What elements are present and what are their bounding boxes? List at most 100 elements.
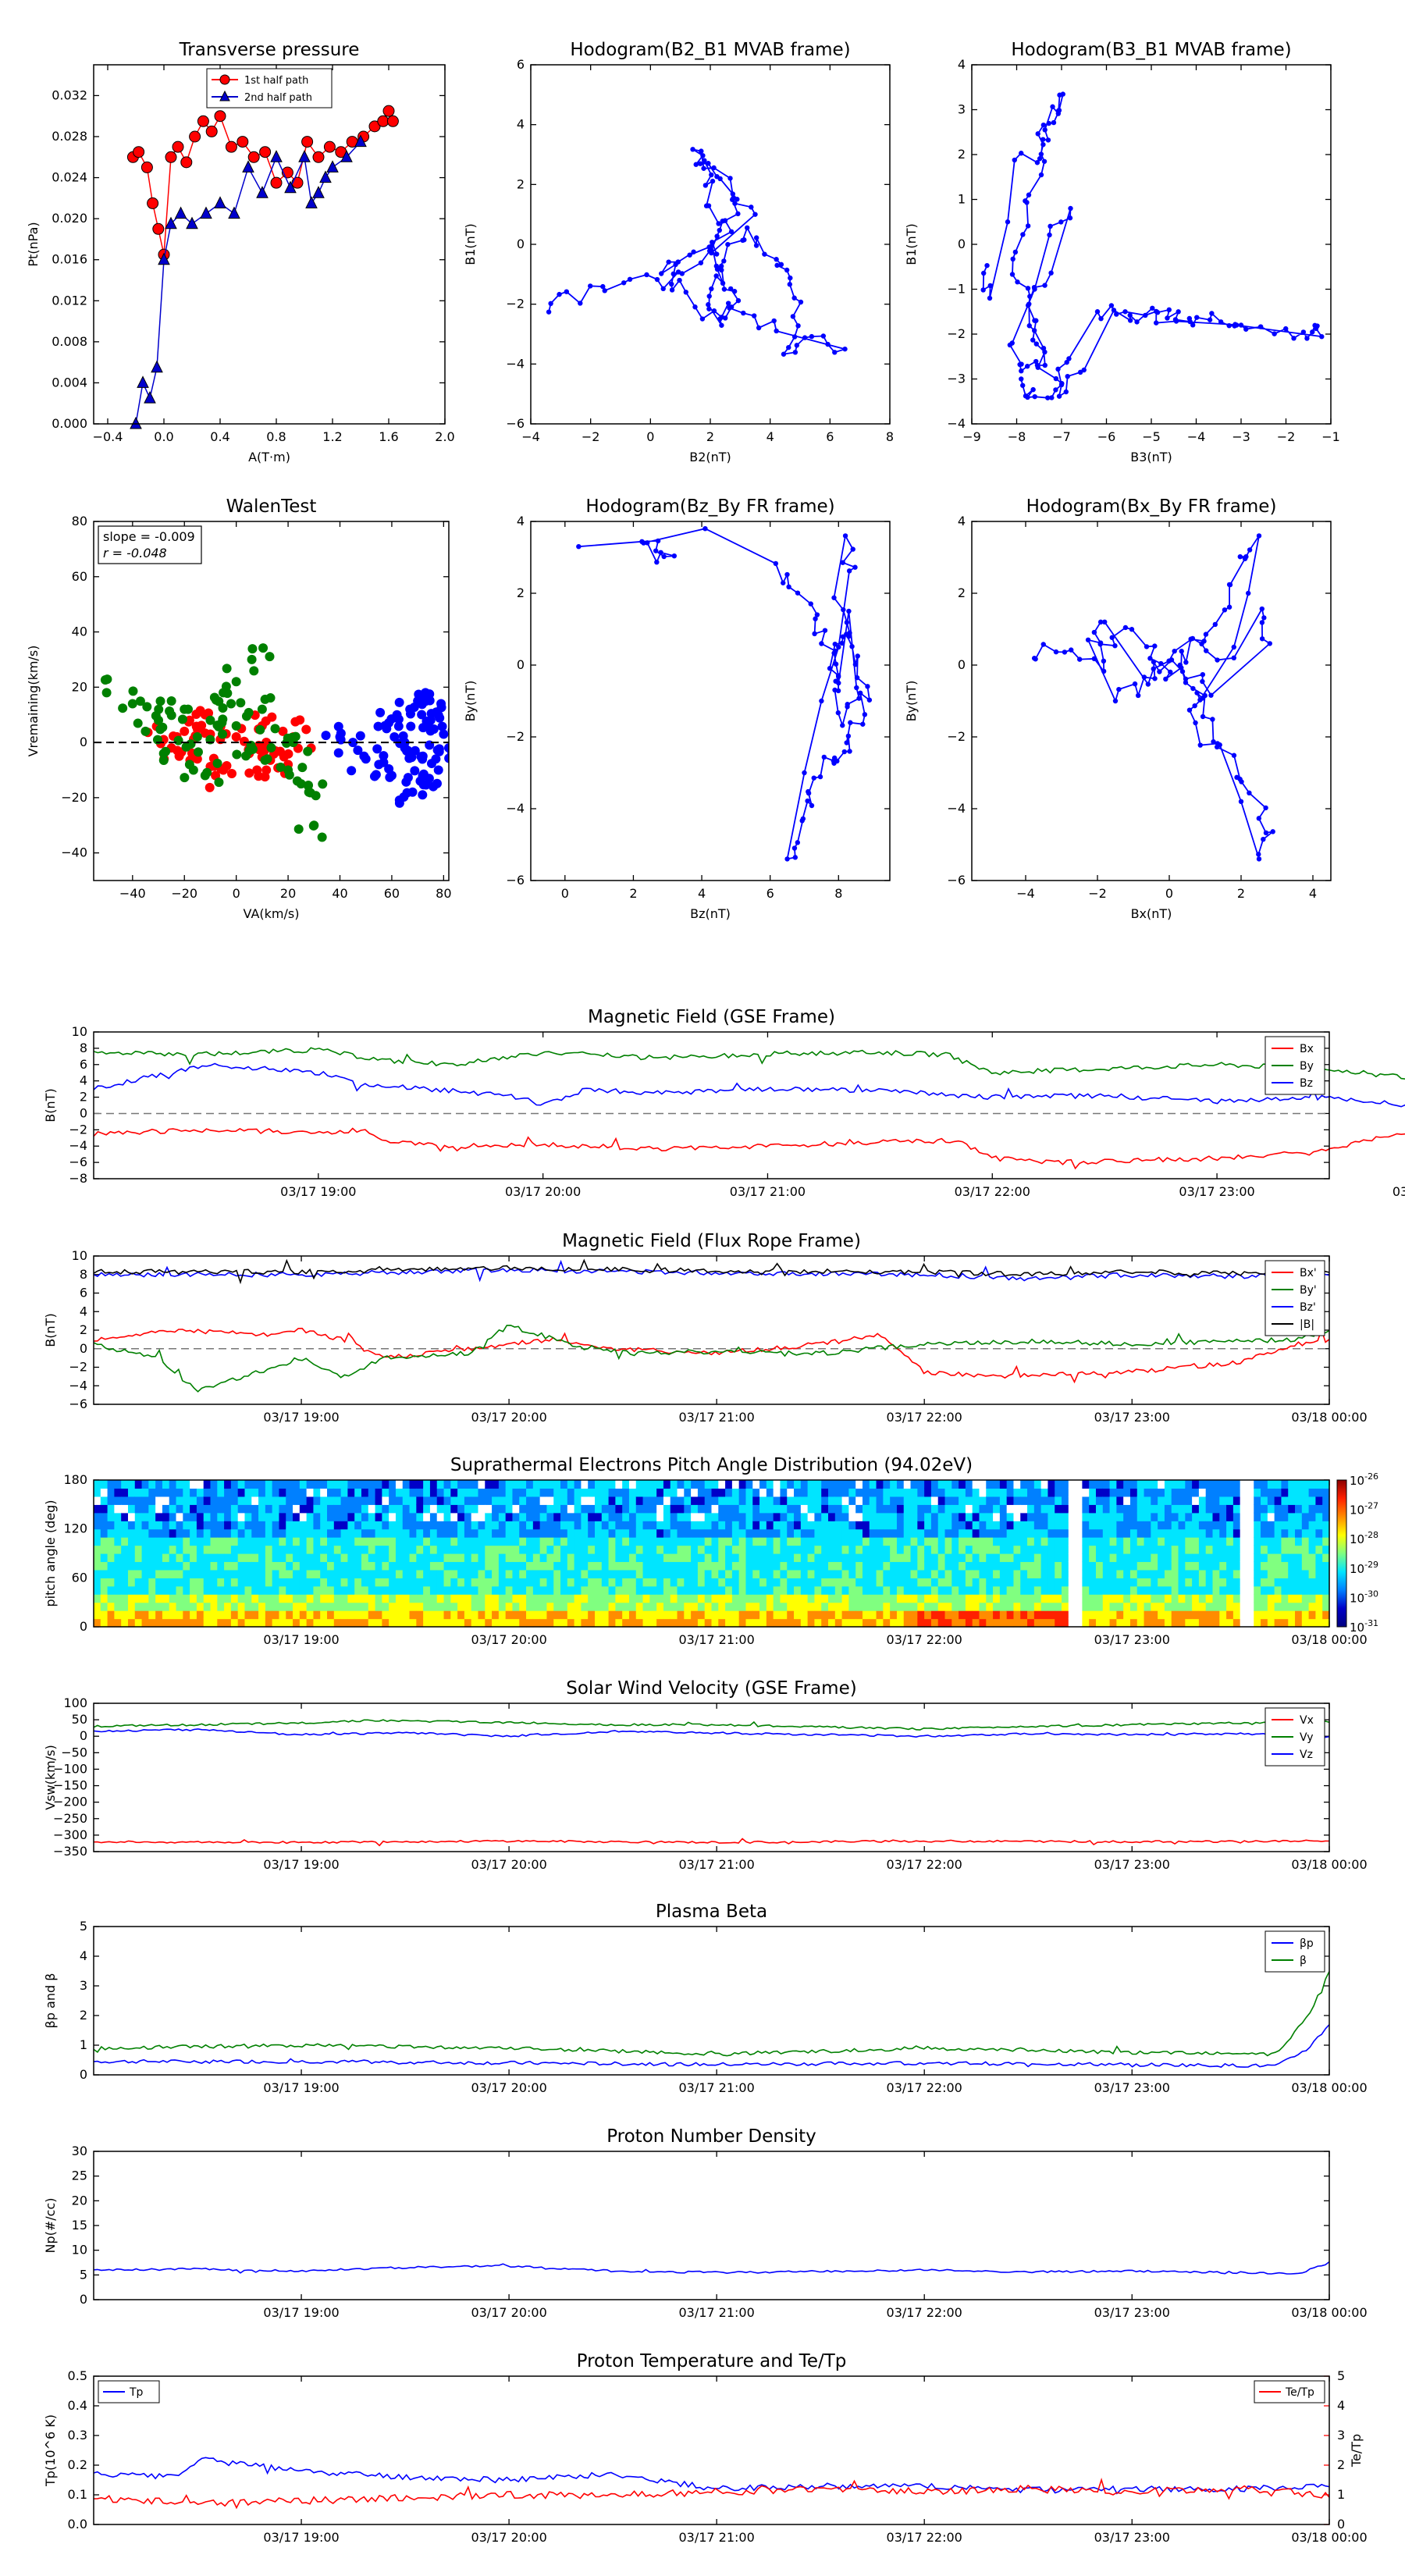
heatmap-cell (993, 1561, 1001, 1571)
heatmap-cell (389, 1553, 397, 1563)
data-point (1304, 336, 1310, 341)
heatmap-cell (114, 1512, 122, 1521)
y-tick-label: 10 (72, 1024, 87, 1039)
heatmap-cell (464, 1602, 472, 1611)
heatmap-cell (237, 1521, 246, 1530)
data-point (418, 723, 429, 733)
heatmap-cell (1013, 1585, 1021, 1595)
heatmap-cell (347, 1610, 355, 1620)
heatmap-cell (930, 1488, 939, 1497)
heatmap-cell (429, 1496, 438, 1505)
heatmap-cell (828, 1594, 836, 1603)
heatmap-cell (94, 1553, 101, 1563)
heatmap-cell (855, 1496, 863, 1505)
heatmap-cell (622, 1610, 630, 1620)
y-tick-label: 20 (72, 2193, 87, 2208)
heatmap-cell (828, 1553, 836, 1563)
heatmap-cell (279, 1610, 286, 1620)
heatmap-cell (286, 1521, 293, 1530)
heatmap-cell (787, 1545, 795, 1554)
heatmap-cell (588, 1537, 596, 1546)
heatmap-cell (1089, 1528, 1097, 1538)
data-point (1063, 389, 1069, 395)
heatmap-cell (1192, 1496, 1200, 1505)
data-point (1030, 337, 1036, 343)
heatmap-cell (492, 1528, 500, 1538)
data-point (735, 197, 740, 202)
data-point (725, 241, 731, 247)
heatmap-cell (1006, 1504, 1015, 1514)
heatmap-cell (628, 1553, 637, 1563)
heatmap-cell (944, 1578, 952, 1587)
data-point (781, 580, 786, 585)
heatmap-cell (718, 1561, 726, 1571)
heatmap-cell (937, 1537, 946, 1546)
x-tick-label: 03/17 19:00 (263, 1632, 339, 1647)
heatmap-cell (1082, 1521, 1090, 1530)
chart-0: Transverse pressure−0.4 0.0 0.4 0.8 1.2 1.6 2.… (26, 40, 455, 464)
heatmap-cell (862, 1553, 870, 1563)
heatmap-cell (1301, 1528, 1310, 1538)
data-point (741, 310, 746, 316)
heatmap-cell (1116, 1512, 1124, 1521)
heatmap-cell (347, 1496, 355, 1505)
heatmap-cell (828, 1610, 836, 1620)
heatmap-cell (162, 1496, 170, 1505)
heatmap-cell (306, 1512, 315, 1521)
heatmap-cell (230, 1602, 239, 1611)
heatmap-cell (731, 1618, 740, 1628)
heatmap-cell (1322, 1488, 1330, 1497)
heatmap-cell (121, 1496, 129, 1505)
heatmap-cell (546, 1578, 554, 1587)
heatmap-cell (176, 1504, 183, 1514)
heatmap-cell (546, 1553, 554, 1563)
heatmap-cell (1055, 1545, 1062, 1554)
x-tick-label: −1 (1321, 429, 1340, 444)
heatmap-cell (711, 1561, 719, 1571)
heatmap-cell (464, 1585, 472, 1595)
heatmap-cell (986, 1610, 994, 1620)
heatmap-cell (402, 1569, 411, 1578)
heatmap-cell (286, 1545, 293, 1554)
data-point (1053, 649, 1059, 655)
y-tick-label: −2 (69, 1122, 87, 1137)
heatmap-cell (190, 1480, 197, 1489)
heatmap-cell (917, 1504, 925, 1514)
heatmap-cell (993, 1528, 1001, 1538)
data-point (231, 720, 241, 731)
heatmap-cell (183, 1537, 190, 1546)
heatmap-cell (1295, 1578, 1303, 1587)
heatmap-cell (841, 1504, 849, 1514)
heatmap-cell (1322, 1537, 1330, 1546)
heatmap-cell (1185, 1602, 1193, 1611)
heatmap-cell (251, 1528, 259, 1538)
heatmap-cell (498, 1512, 507, 1521)
heatmap-cell (1281, 1585, 1289, 1595)
heatmap-cell (677, 1512, 685, 1521)
heatmap-cell (512, 1602, 520, 1611)
heatmap-cell (574, 1480, 582, 1489)
heatmap-cell (519, 1561, 527, 1571)
heatmap-cell (183, 1585, 190, 1595)
heatmap-cell (890, 1504, 898, 1514)
heatmap-cell (492, 1504, 500, 1514)
heatmap-cell (471, 1504, 479, 1514)
y-tick-label: 4 (80, 1073, 87, 1088)
heatmap-cell (402, 1537, 411, 1546)
heatmap-cell (1033, 1504, 1042, 1514)
heatmap-cell (436, 1496, 445, 1505)
data-point (217, 729, 227, 739)
heatmap-cell (601, 1521, 610, 1530)
heatmap-cell (924, 1569, 932, 1578)
heatmap-cell (299, 1512, 308, 1521)
heatmap-cell (327, 1521, 335, 1530)
heatmap-cell (265, 1488, 273, 1497)
heatmap-cell (1254, 1553, 1261, 1563)
heatmap-cell (244, 1496, 252, 1505)
heatmap-cell (1151, 1537, 1158, 1546)
heatmap-cell (1040, 1618, 1049, 1628)
heatmap-cell (890, 1512, 898, 1521)
heatmap-cell (800, 1528, 809, 1538)
heatmap-cell (1185, 1561, 1193, 1571)
heatmap-cell (588, 1504, 596, 1514)
